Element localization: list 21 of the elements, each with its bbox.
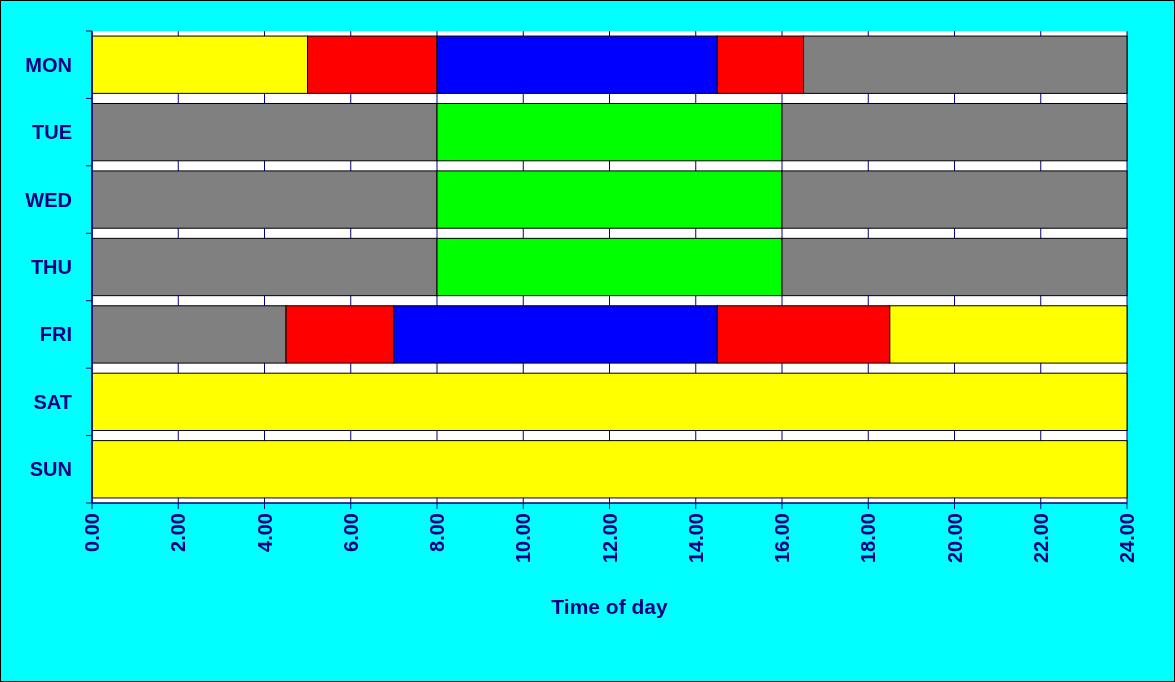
x-tick-label: 24.00 xyxy=(1116,513,1138,564)
x-tick-label: 18.00 xyxy=(857,513,880,564)
y-tick-label: MON xyxy=(25,53,72,76)
x-tick-label: 12.00 xyxy=(598,513,621,564)
x-tick-label: 10.00 xyxy=(512,513,535,564)
y-tick-label: SUN xyxy=(29,458,72,481)
y-tick-label: THU xyxy=(30,256,72,278)
y-tick-label: TUE xyxy=(32,121,72,144)
x-tick-label: 6.00 xyxy=(339,513,362,552)
y-tick-label: FRI xyxy=(39,323,72,346)
x-tick-label: 8.00 xyxy=(426,513,448,552)
x-tick-label: 20.00 xyxy=(943,513,966,564)
y-tick-label: WED xyxy=(25,188,72,211)
x-tick-label: 14.00 xyxy=(684,513,707,564)
x-tick-label: 4.00 xyxy=(253,513,276,552)
x-tick-label: 2.00 xyxy=(167,513,190,552)
x-tick-label: 22.00 xyxy=(1029,513,1052,564)
x-axis-title: Time of day xyxy=(551,595,668,618)
x-tick-label: 0.00 xyxy=(81,513,103,552)
y-tick-label: SAT xyxy=(33,390,72,413)
x-tick-label: 16.00 xyxy=(771,513,793,564)
